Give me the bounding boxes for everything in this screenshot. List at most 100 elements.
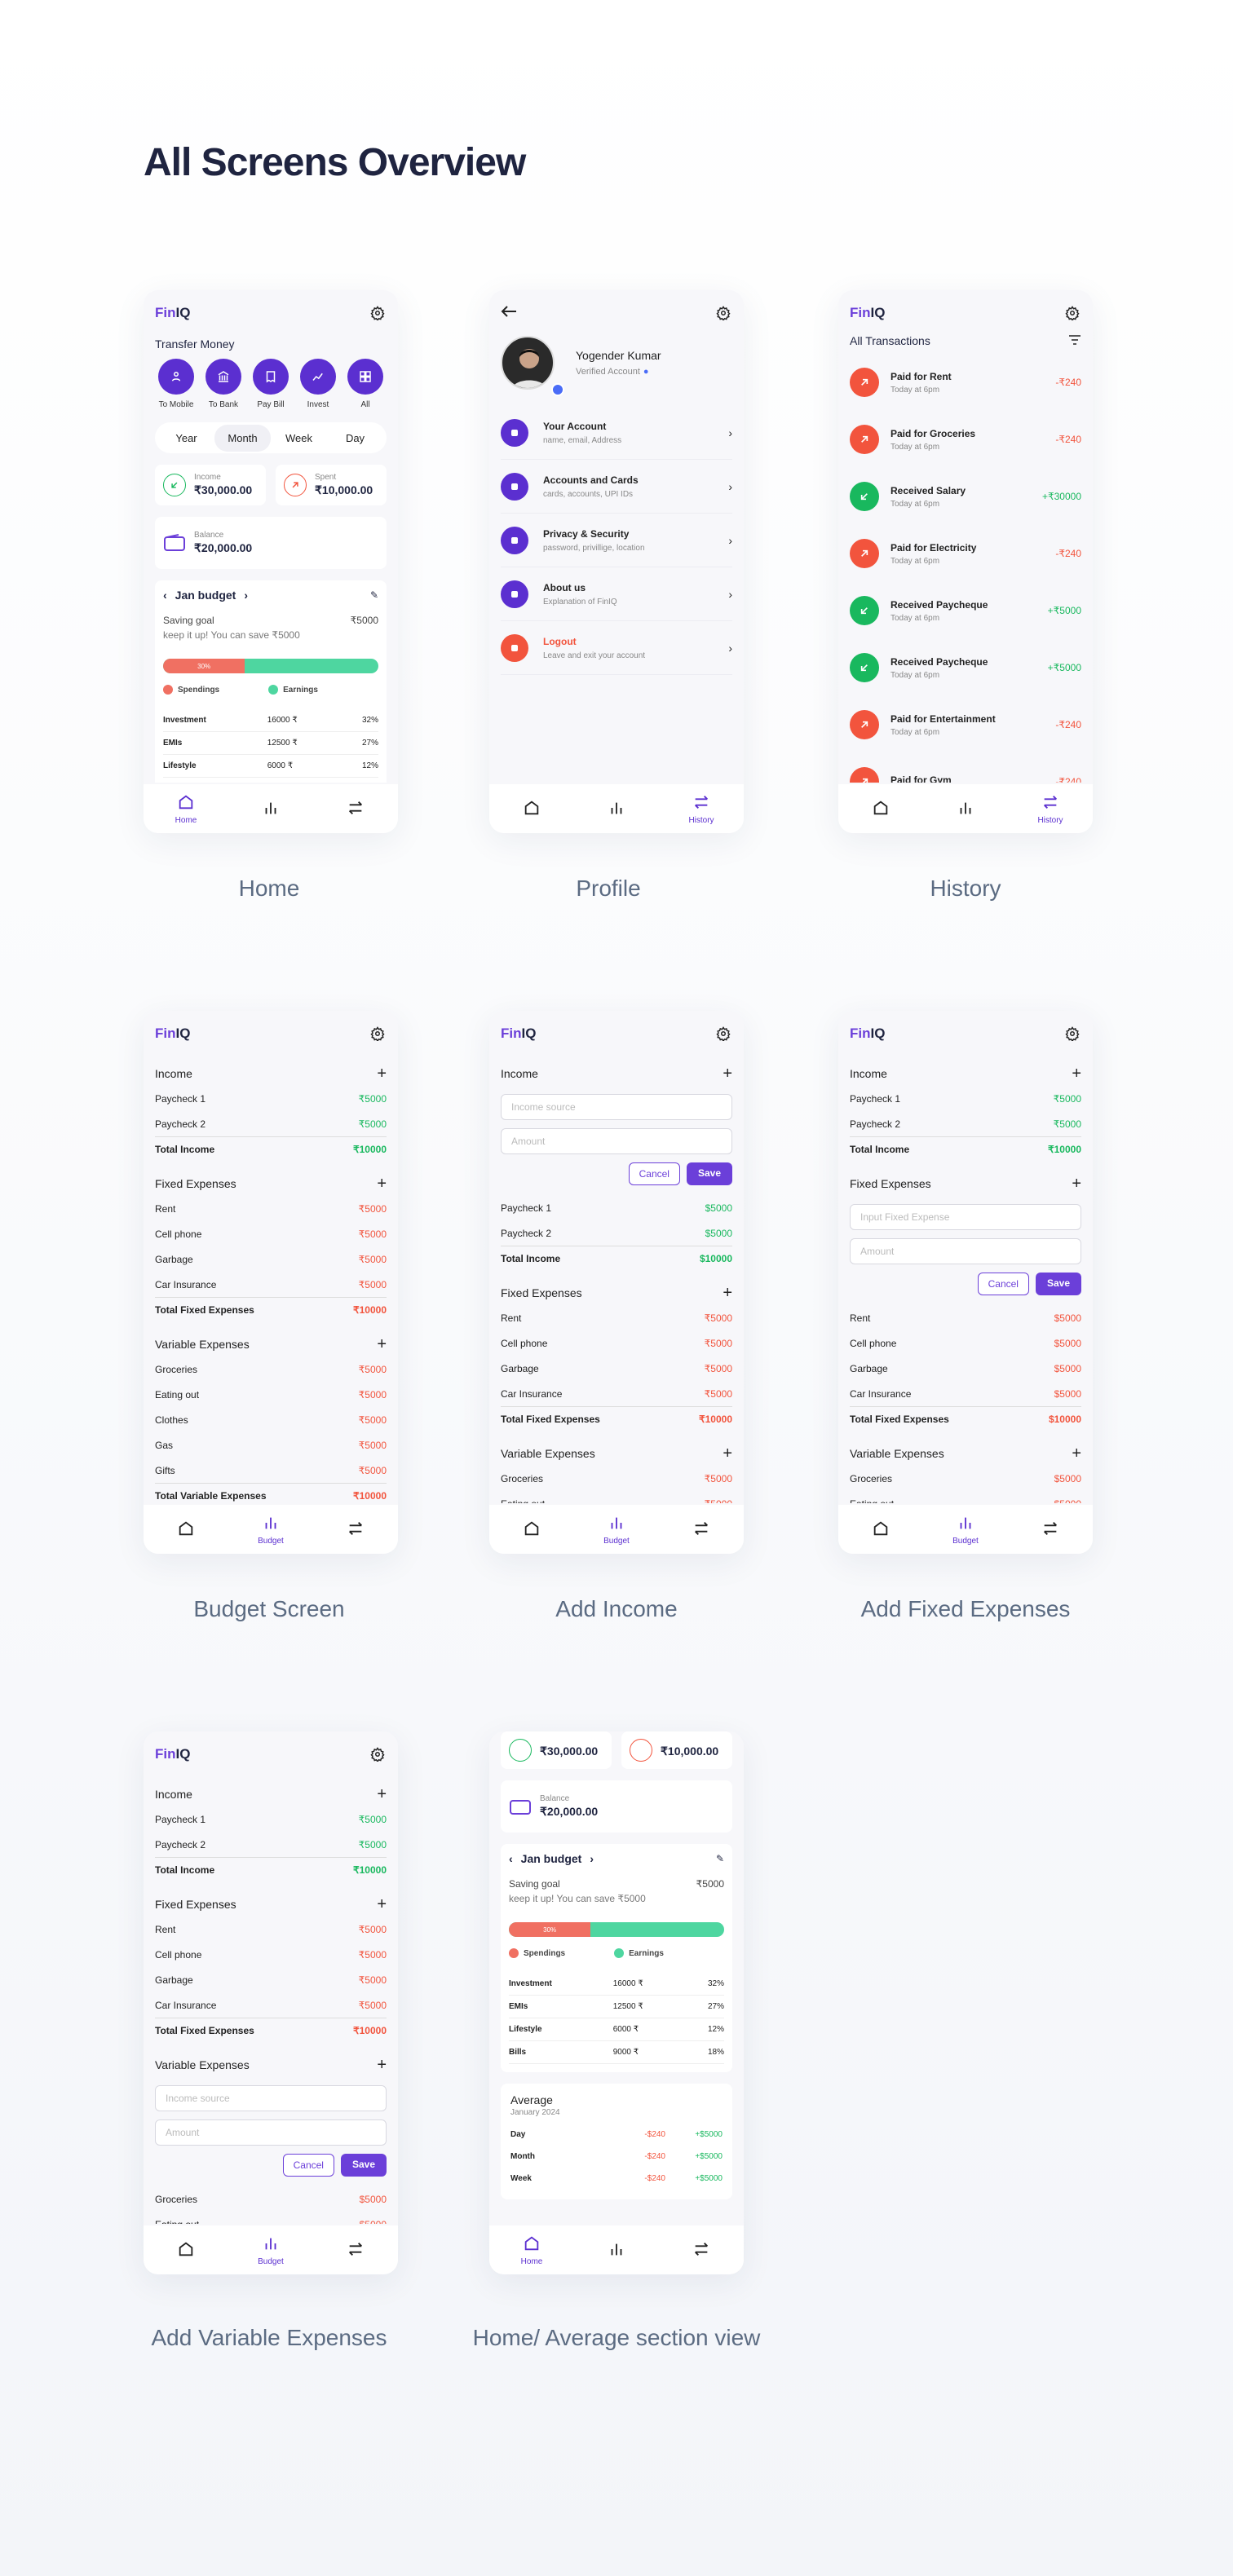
- nav-home[interactable]: [161, 1520, 210, 1540]
- nav-budget[interactable]: Budget: [941, 1514, 990, 1546]
- chevron-left-icon[interactable]: ‹: [163, 589, 167, 602]
- nav-history[interactable]: [677, 1520, 726, 1540]
- filter-icon[interactable]: [1068, 334, 1081, 347]
- fixed-row: Car Insurance $5000: [850, 1381, 1081, 1406]
- nav-budget[interactable]: [592, 799, 641, 819]
- tab-week[interactable]: Week: [285, 431, 312, 444]
- source-input[interactable]: Income source: [155, 2085, 387, 2111]
- transaction-row[interactable]: Received Salary Today at 6pm +₹30000: [850, 468, 1081, 525]
- cancel-button[interactable]: Cancel: [628, 1162, 680, 1185]
- transaction-row[interactable]: Paid for Rent Today at 6pm -₹240: [850, 354, 1081, 411]
- row-amount: ₹5000: [358, 1999, 387, 2011]
- transaction-row[interactable]: Paid for Electricity Today at 6pm -₹240: [850, 525, 1081, 582]
- settings-gear-icon[interactable]: [1063, 1025, 1081, 1043]
- save-button[interactable]: Save: [686, 1162, 732, 1185]
- row-amount: ₹5000: [704, 1312, 732, 1324]
- edit-icon[interactable]: ✎: [369, 589, 378, 601]
- page-title: All Screens Overview: [144, 141, 526, 184]
- edit-icon[interactable]: ✎: [715, 1853, 724, 1864]
- add-plus-icon[interactable]: +: [377, 1064, 387, 1083]
- variable-row: Eating out $5000: [850, 1491, 1081, 1504]
- nav-budget[interactable]: [941, 799, 990, 819]
- menu-accounts-cards[interactable]: Accounts and Cards cards, accounts, UPI I…: [501, 460, 732, 514]
- chevron-right-icon[interactable]: ›: [590, 1852, 594, 1865]
- row-amount: ₹5000: [358, 1464, 387, 1476]
- menu-privacy-security[interactable]: Privacy & Security password, privillige, …: [501, 514, 732, 567]
- transfer-invest-button[interactable]: Invest: [297, 359, 339, 409]
- nav-home[interactable]: Home: [161, 793, 210, 825]
- arrow-down-left-icon: [850, 596, 879, 625]
- source-input[interactable]: Income source: [501, 1094, 732, 1120]
- nav-history[interactable]: [331, 2240, 380, 2261]
- back-arrow-icon[interactable]: [501, 305, 520, 322]
- add-plus-icon[interactable]: +: [377, 1174, 387, 1193]
- nav-home[interactable]: [856, 1520, 905, 1540]
- amount-input[interactable]: Amount: [850, 1238, 1081, 1264]
- tab-month[interactable]: Month: [214, 424, 271, 452]
- menu-logout[interactable]: Logout Leave and exit your account ›: [501, 621, 732, 675]
- settings-gear-icon[interactable]: [369, 304, 387, 322]
- row-amount: ₹5000: [358, 1948, 387, 1961]
- nav-home[interactable]: [507, 1520, 556, 1540]
- transfer-to-mobile-button[interactable]: To Mobile: [155, 359, 197, 409]
- add-plus-icon[interactable]: +: [1072, 1064, 1081, 1083]
- average-screen: ₹30,000.00 ₹10,000.00 Balance ₹20,000.00 ‹ J…: [489, 1731, 744, 2274]
- nav-home[interactable]: [507, 799, 556, 819]
- tab-year[interactable]: Year: [175, 431, 197, 444]
- nav-home[interactable]: [856, 799, 905, 819]
- income-row: Paycheck 2 ₹5000: [850, 1111, 1081, 1136]
- nav-home[interactable]: [161, 2240, 210, 2261]
- nav-budget[interactable]: [592, 2240, 641, 2261]
- transfer-all-button[interactable]: All: [344, 359, 387, 409]
- save-button[interactable]: Save: [1035, 1273, 1081, 1295]
- amount-input[interactable]: Amount: [155, 2119, 387, 2146]
- transaction-row[interactable]: Paid for Gym -₹240: [850, 753, 1081, 783]
- add-plus-icon[interactable]: +: [377, 2055, 387, 2074]
- chevron-right-icon[interactable]: ›: [244, 589, 249, 602]
- nav-history[interactable]: [331, 1520, 380, 1540]
- transfer-pay-bill-button[interactable]: Pay Bill: [250, 359, 292, 409]
- total-label: Total Income: [155, 1144, 215, 1155]
- nav-history[interactable]: History: [1026, 793, 1075, 825]
- row-amount: ₹5000: [358, 1363, 387, 1375]
- add-plus-icon[interactable]: +: [377, 1334, 387, 1353]
- nav-history[interactable]: [1026, 1520, 1075, 1540]
- add-plus-icon[interactable]: +: [377, 1784, 387, 1803]
- nav-budget[interactable]: Budget: [246, 2234, 295, 2266]
- transaction-amount: -₹240: [1055, 776, 1081, 783]
- save-button[interactable]: Save: [340, 2154, 387, 2177]
- settings-gear-icon[interactable]: [714, 304, 732, 322]
- tab-day[interactable]: Day: [345, 431, 365, 444]
- total-fixed-row: Total Fixed Expenses ₹10000: [501, 1406, 732, 1431]
- add-plus-icon[interactable]: +: [1072, 1174, 1081, 1193]
- transfer-to-bank-button[interactable]: To Bank: [202, 359, 245, 409]
- nav-budget[interactable]: Budget: [246, 1514, 295, 1546]
- cancel-button[interactable]: Cancel: [282, 2154, 334, 2177]
- nav-history[interactable]: History: [677, 793, 726, 825]
- nav-budget[interactable]: [246, 799, 295, 819]
- cancel-button[interactable]: Cancel: [977, 1273, 1029, 1295]
- source-input[interactable]: Input Fixed Expense: [850, 1204, 1081, 1230]
- add-plus-icon[interactable]: +: [1072, 1444, 1081, 1462]
- menu-about-us[interactable]: About us Explanation of FinIQ ›: [501, 567, 732, 621]
- add-plus-icon[interactable]: +: [723, 1064, 732, 1083]
- settings-gear-icon[interactable]: [369, 1745, 387, 1763]
- settings-gear-icon[interactable]: [1063, 304, 1081, 322]
- transaction-row[interactable]: Paid for Groceries Today at 6pm -₹240: [850, 411, 1081, 468]
- add-plus-icon[interactable]: +: [723, 1444, 732, 1462]
- settings-gear-icon[interactable]: [369, 1025, 387, 1043]
- add-plus-icon[interactable]: +: [377, 1895, 387, 1913]
- chevron-left-icon[interactable]: ‹: [509, 1852, 513, 1865]
- nav-history[interactable]: [331, 799, 380, 819]
- transaction-row[interactable]: Paid for Entertainment Today at 6pm -₹240: [850, 696, 1081, 753]
- average-row: Week -$240 +$5000: [510, 2174, 723, 2183]
- transaction-row[interactable]: Received Paycheque Today at 6pm +₹5000: [850, 582, 1081, 639]
- nav-history[interactable]: [677, 2240, 726, 2261]
- menu-your-account[interactable]: Your Account name, email, Address ›: [501, 406, 732, 460]
- amount-input[interactable]: Amount: [501, 1128, 732, 1154]
- settings-gear-icon[interactable]: [714, 1025, 732, 1043]
- add-plus-icon[interactable]: +: [723, 1283, 732, 1302]
- transaction-row[interactable]: Received Paycheque Today at 6pm +₹5000: [850, 639, 1081, 696]
- nav-budget[interactable]: Budget: [592, 1514, 641, 1546]
- nav-home[interactable]: Home: [507, 2234, 556, 2266]
